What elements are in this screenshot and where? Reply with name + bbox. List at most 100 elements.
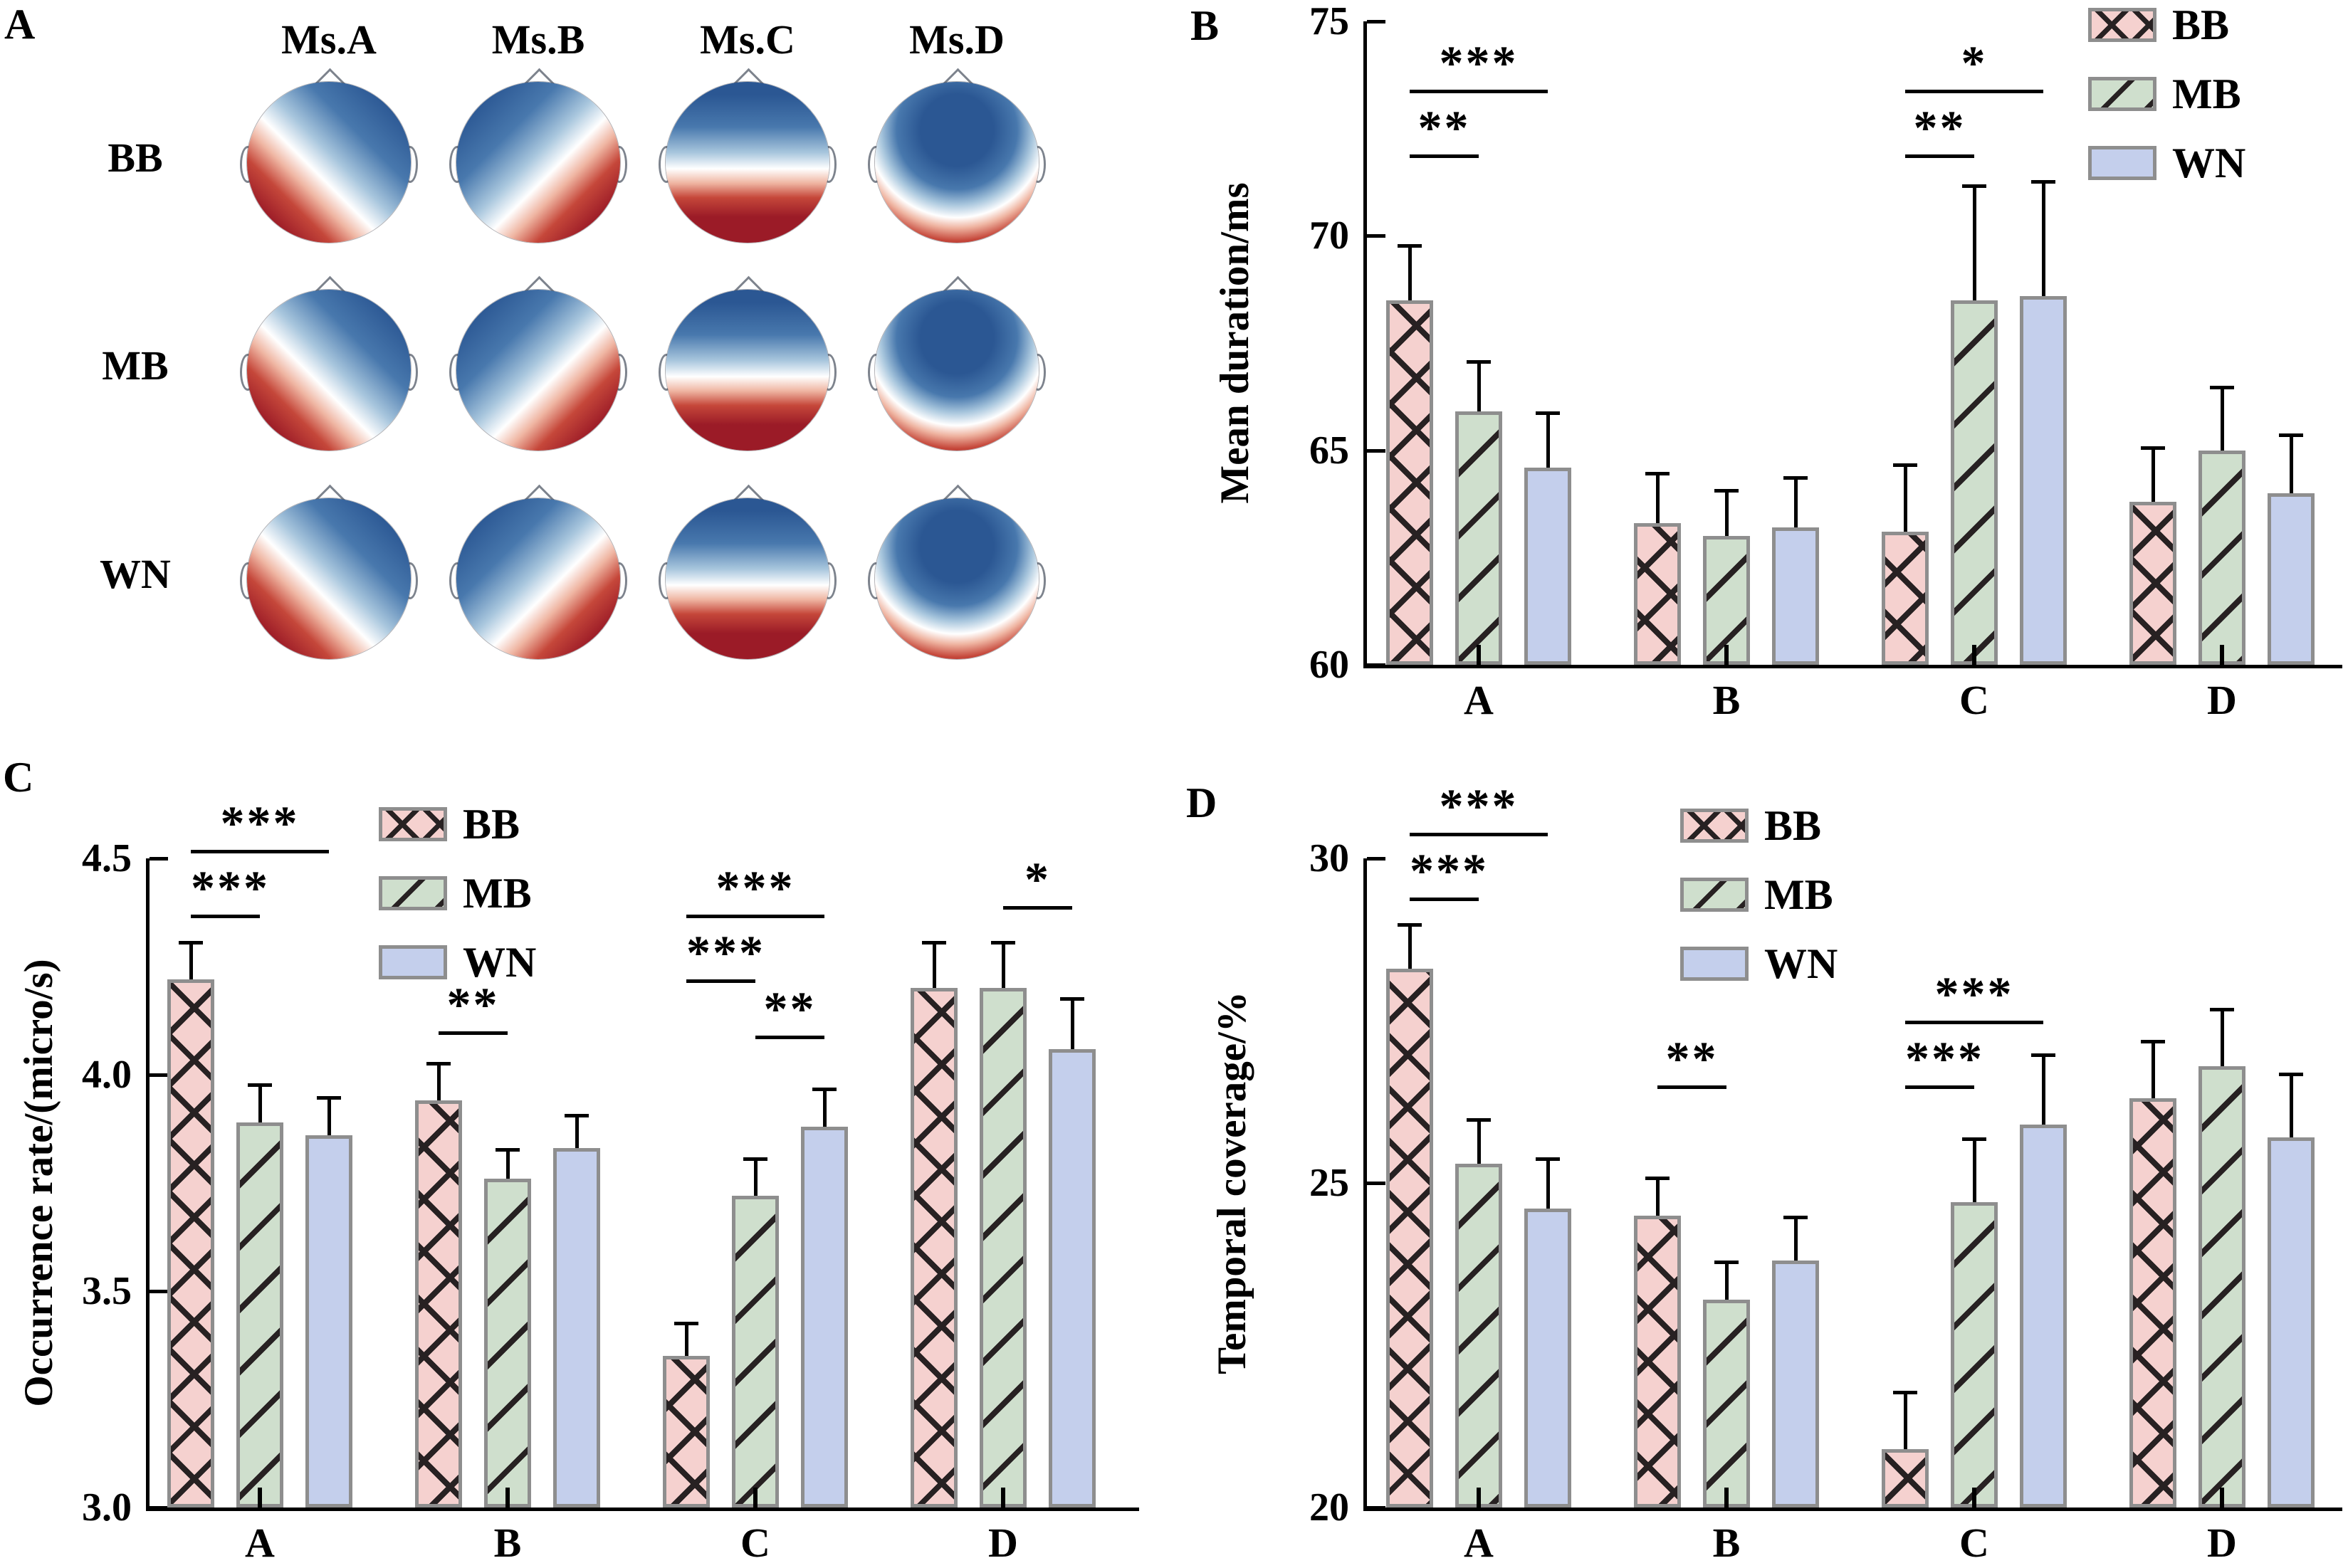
significance-stars: **	[763, 982, 817, 1036]
bar-B-MB	[1703, 1300, 1750, 1508]
row-label-WN: WN	[100, 551, 171, 597]
significance-stars: ***	[220, 795, 300, 850]
scalp-gradient	[456, 290, 620, 451]
error-bar-stem	[1724, 492, 1729, 537]
error-bar-stem	[1972, 188, 1976, 300]
error-bar-stem	[1793, 1219, 1798, 1261]
significance-line	[191, 915, 260, 919]
y-tick-label: 75	[1309, 0, 1349, 43]
legend-swatch-MB	[2088, 77, 2156, 111]
bar-A-WN	[1524, 1209, 1571, 1508]
error-bar-D-MB	[2210, 386, 2234, 451]
bar-D-WN	[2268, 493, 2315, 665]
scalp-gradient	[666, 82, 829, 243]
bar-D-MB	[980, 988, 1027, 1508]
error-bar-B-BB	[1645, 471, 1670, 524]
error-bar-stem	[2289, 1075, 2293, 1138]
topomap-BB-Ms.B	[449, 68, 627, 243]
significance-stars: ***	[716, 861, 795, 915]
legend-item-BB: BB	[1680, 804, 1838, 847]
error-bar-A-BB	[1398, 923, 1422, 969]
significance-line	[686, 979, 755, 984]
significance-stars: **	[1417, 100, 1471, 154]
error-bar-B-MB	[1714, 488, 1739, 537]
legend-item-MB: MB	[2088, 73, 2245, 115]
error-bar-D-WN	[1060, 996, 1084, 1049]
error-bar-stem	[2289, 436, 2293, 493]
x-category-label: C	[740, 1520, 770, 1566]
error-bar-stem	[1655, 1179, 1660, 1216]
legend-item-WN: WN	[1680, 942, 1838, 985]
x-tick-mark	[1972, 645, 1976, 665]
y-tick-mark	[1367, 234, 1385, 238]
significance-line	[1410, 897, 1479, 901]
panel-a: A Ms.A Ms.B Ms.C Ms.D BB MB WN	[0, 0, 1175, 747]
error-bar-C-MB	[1962, 184, 1986, 300]
significance-stars: **	[1913, 100, 1966, 154]
error-bar-stem	[1001, 944, 1005, 989]
error-bar-A-WN	[1536, 411, 1560, 468]
error-bar-D-BB	[2141, 446, 2165, 502]
bar-C-BB	[663, 1356, 710, 1508]
legend-item-WN: WN	[2088, 142, 2245, 184]
legend-swatch-BB	[1680, 809, 1749, 843]
scalp-gradient	[247, 82, 411, 243]
x-tick-mark	[1477, 645, 1481, 665]
bar-D-WN	[2268, 1137, 2315, 1508]
error-bar-C-WN	[2031, 179, 2055, 296]
legend-label: MB	[2172, 70, 2241, 117]
error-bar-stem	[932, 944, 936, 989]
error-bar-stem	[505, 1152, 510, 1179]
panel-d: D Temporal coverage/% 20 25 30 A B C D *** *** ** *…	[1175, 747, 2348, 1568]
panel-a-label: A	[4, 1, 36, 48]
x-tick-mark	[2220, 645, 2224, 665]
bar-B-WN	[553, 1148, 600, 1508]
panel-c: C Occurrence rate/(micro/s) 3.0 3.5 4.0 4.5 A…	[0, 747, 1175, 1568]
bar-C-MB	[1951, 1202, 1998, 1508]
y-tick-label: 70	[1309, 214, 1349, 258]
y-tick-label: 20	[1309, 1485, 1349, 1530]
error-bar-D-WN	[2279, 433, 2303, 493]
y-tick-label: 4.0	[82, 1053, 132, 1097]
y-tick-mark	[1367, 20, 1385, 23]
bar-B-BB	[415, 1100, 462, 1508]
y-tick-label: 60	[1309, 643, 1349, 687]
bar-A-MB	[236, 1122, 283, 1508]
significance-line	[1905, 90, 2043, 94]
significance-line	[1905, 154, 1974, 158]
x-tick-mark	[753, 1488, 758, 1508]
bar-C-WN	[801, 1126, 848, 1508]
x-tick-mark	[1001, 1488, 1005, 1508]
significance-stars: ***	[1410, 843, 1489, 898]
significance-stars: ***	[686, 925, 765, 980]
bar-C-WN	[2020, 295, 2067, 665]
error-bar-A-BB	[179, 940, 203, 980]
error-bar-A-MB	[1467, 360, 1491, 412]
error-bar-A-WN	[317, 1096, 341, 1136]
legend-swatch-BB	[379, 807, 447, 841]
error-bar-stem	[1477, 1121, 1481, 1164]
y-axis-label: Occurrence rate/(micro/s)	[16, 959, 61, 1407]
significance-stars: ***	[1439, 778, 1519, 833]
bar-D-BB	[2129, 501, 2176, 665]
significance-stars: **	[446, 977, 500, 1032]
significance-stars: *	[1961, 36, 1988, 90]
error-bar-stem	[189, 944, 193, 980]
y-tick-label: 3.5	[82, 1269, 132, 1313]
y-tick-mark	[150, 1506, 168, 1510]
significance-stars: ***	[1905, 1031, 1984, 1086]
error-bar-A-MB	[248, 1083, 272, 1122]
significance-stars: ***	[191, 861, 270, 915]
legend-item-BB: BB	[2088, 4, 2245, 46]
significance-stars: ***	[1439, 36, 1519, 90]
error-bar-stem	[1655, 475, 1660, 524]
x-category-label: C	[1959, 1520, 1989, 1566]
error-bar-D-BB	[922, 940, 946, 989]
significance-line	[686, 915, 824, 919]
y-tick-label: 65	[1309, 428, 1349, 473]
bar-A-BB	[1386, 300, 1433, 665]
x-category-label: A	[1464, 1520, 1494, 1566]
y-axis-spine	[1363, 858, 1367, 1511]
topomap-BB-Ms.D	[868, 68, 1046, 243]
